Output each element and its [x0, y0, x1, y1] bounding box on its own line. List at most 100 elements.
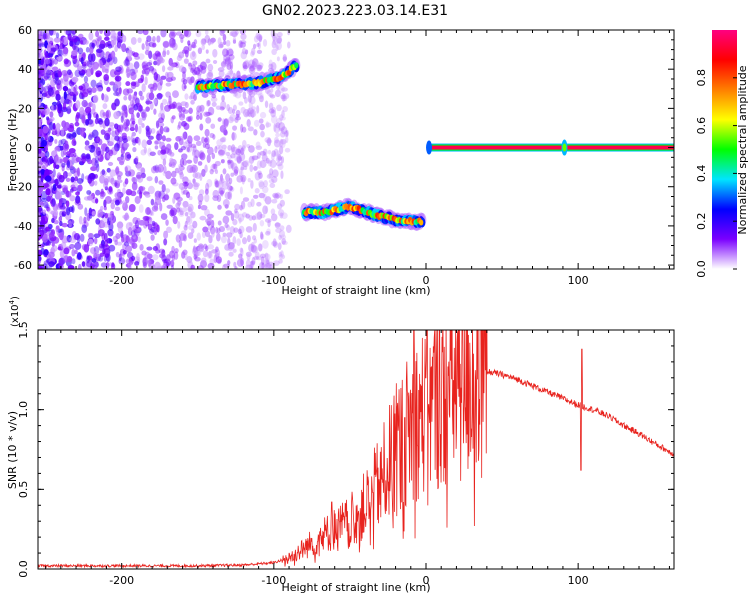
y-tick-label: -20: [14, 181, 32, 194]
heatmap-cell: [87, 134, 93, 141]
heatmap-cell: [94, 118, 99, 125]
heatmap-cell: [126, 72, 131, 78]
heatmap-cell: [215, 181, 219, 188]
heatmap-cell: [418, 219, 424, 226]
heatmap-cell: [275, 156, 281, 163]
heatmap-cell: [256, 211, 263, 220]
heatmap-cell: [256, 64, 263, 72]
heatmap-cell: [38, 71, 41, 76]
snr-frame: [37, 329, 675, 570]
heatmap-cell: [239, 231, 243, 239]
heatmap-cell: [68, 206, 74, 213]
heatmap-cell: [163, 238, 168, 246]
heatmap-cell: [224, 191, 232, 200]
heatmap-cell: [153, 108, 157, 115]
heatmap-cell: [220, 100, 227, 110]
heatmap-cell: [56, 193, 62, 200]
heatmap-cell: [218, 149, 226, 156]
heatmap-cell: [123, 142, 130, 148]
heatmap-cell: [160, 265, 165, 269]
heatmap-cell: [221, 144, 227, 150]
heatmap-cell: [271, 48, 277, 56]
heatmap-cell: [62, 85, 69, 92]
heatmap-cell: [171, 31, 177, 37]
heatmap-cell: [212, 59, 218, 64]
heatmap-cell: [138, 186, 146, 191]
heatmap-cell: [209, 168, 214, 175]
heatmap-cell: [246, 143, 251, 149]
heatmap-cell: [211, 229, 215, 238]
heatmap-cell: [165, 219, 169, 226]
heatmap-cell: [167, 66, 174, 71]
heatmap-cell: [102, 94, 109, 103]
heatmap-cell: [191, 44, 197, 49]
heatmap-cell: [232, 104, 237, 111]
heatmap-cell: [68, 153, 75, 158]
heatmap-cell: [125, 222, 133, 231]
heatmap-cell: [201, 38, 207, 45]
heatmap-cell: [169, 209, 175, 217]
y-tick-label: 1.5: [17, 321, 30, 339]
heatmap-cell: [156, 224, 160, 233]
heatmap-cell: [279, 145, 284, 155]
heatmap-cell: [259, 262, 265, 269]
heatmap-cell: [260, 256, 265, 266]
heatmap-cell: [138, 204, 144, 213]
heatmap-cell: [197, 73, 202, 80]
heatmap-cell: [116, 179, 123, 184]
heatmap-cell: [204, 137, 208, 143]
heatmap-cell: [214, 248, 221, 258]
heatmap-cell: [217, 37, 222, 46]
heatmap-cell: [54, 139, 58, 144]
heatmap-cell: [51, 197, 56, 207]
heatmap-cell: [38, 119, 42, 129]
heatmap-cell: [227, 145, 232, 151]
heatmap-cell: [217, 117, 222, 122]
heatmap-cell: [149, 228, 155, 234]
heatmap-cell: [277, 153, 281, 162]
heatmap-cell: [63, 79, 70, 87]
colorbar-tick-label: 0.8: [695, 69, 708, 87]
heatmap-cell: [144, 70, 150, 77]
heatmap-cell: [61, 120, 67, 128]
heatmap-cell: [51, 72, 56, 80]
heatmap-cell: [124, 166, 128, 173]
heatmap-cell: [128, 94, 132, 101]
heatmap-cell: [268, 178, 275, 184]
heatmap-cell: [250, 260, 256, 265]
heatmap-cell: [268, 102, 274, 110]
heatmap-cell: [221, 124, 227, 133]
heatmap-cell: [268, 63, 274, 69]
heatmap-cell: [222, 168, 227, 175]
heatmap-cell: [182, 109, 189, 114]
heatmap-cell: [125, 263, 132, 268]
heatmap-cell: [39, 201, 44, 207]
heatmap-cell: [220, 235, 227, 244]
heatmap-cell: [69, 91, 75, 97]
heatmap-cell: [195, 140, 202, 147]
heatmap-cell: [285, 129, 289, 138]
heatmap-cell: [224, 58, 231, 67]
heatmap-cell: [285, 224, 292, 234]
heatmap-cell: [182, 190, 190, 195]
heatmap-upper-track: [193, 58, 301, 96]
heatmap-cell: [180, 37, 184, 44]
heatmap-cell: [162, 41, 170, 49]
heatmap-cell: [178, 51, 185, 59]
heatmap-cell: [116, 241, 123, 246]
heatmap-cell: [227, 191, 233, 200]
heatmap-cell: [253, 165, 258, 171]
heatmap-cell: [141, 139, 148, 149]
heatmap-cell: [188, 196, 193, 201]
heatmap-cell: [154, 139, 161, 145]
heatmap-cell: [43, 201, 49, 209]
heatmap-cell: [88, 101, 93, 108]
heatmap-cell: [255, 145, 263, 151]
y-tick-label: -40: [14, 220, 32, 233]
x-tick-label: 100: [568, 574, 589, 587]
heatmap-cell: [104, 195, 112, 204]
heatmap-cell: [221, 60, 226, 67]
heatmap-cell: [215, 246, 219, 253]
heatmap-cell: [159, 108, 165, 117]
heatmap-cell: [145, 207, 152, 216]
